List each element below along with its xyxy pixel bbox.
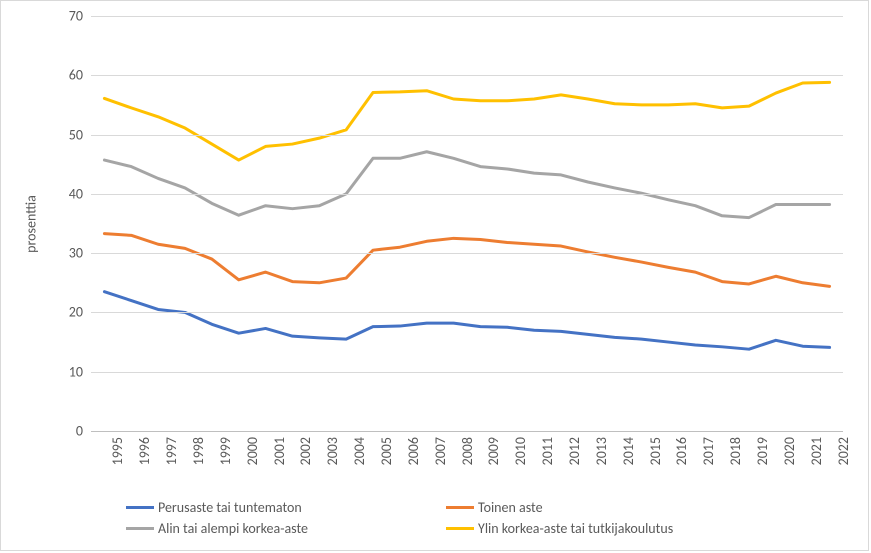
- x-tick-label: 1997: [163, 437, 180, 465]
- x-tick-label: 2010: [512, 437, 529, 465]
- x-tick-label: 2021: [808, 437, 825, 465]
- x-tick-label: 2004: [351, 437, 368, 465]
- y-tick-label: 40: [69, 185, 83, 202]
- x-tick-label: 2007: [432, 437, 449, 465]
- x-tick-label: 2022: [835, 437, 852, 465]
- legend-label: Alin tai alempi korkea-aste: [158, 520, 308, 537]
- legend-item: Toinen aste: [446, 499, 766, 516]
- chart-frame: prosenttia Perusaste tai tuntematon Toine…: [0, 0, 869, 551]
- legend-label: Toinen aste: [478, 499, 543, 516]
- x-tick-label: 2002: [297, 437, 314, 465]
- series-line: [104, 152, 829, 218]
- series-line: [104, 292, 829, 350]
- x-tick-label: 2013: [593, 437, 610, 465]
- x-tick-label: 2016: [673, 437, 690, 465]
- plot-area: [91, 16, 843, 431]
- y-tick-label: 10: [69, 363, 83, 380]
- y-tick-label: 20: [69, 304, 83, 321]
- x-tick-label: 2003: [324, 437, 341, 465]
- x-tick-label: 2020: [781, 437, 798, 465]
- x-tick-label: 2012: [566, 437, 583, 465]
- x-tick-label: 2008: [459, 437, 476, 465]
- y-tick-label: 50: [69, 126, 83, 143]
- gridline: [91, 431, 843, 432]
- y-axis-label: prosenttia: [23, 195, 40, 253]
- x-tick-label: 2006: [405, 437, 422, 465]
- legend-swatch: [446, 506, 474, 509]
- x-tick-label: 1996: [136, 437, 153, 465]
- x-tick-label: 1999: [217, 437, 234, 465]
- x-tick-label: 2015: [647, 437, 664, 465]
- legend: Perusaste tai tuntematon Toinen aste Alin …: [126, 499, 846, 541]
- series-line: [104, 82, 829, 160]
- x-tick-label: 2001: [271, 437, 288, 465]
- gridline: [91, 16, 843, 17]
- y-tick-label: 70: [69, 8, 83, 25]
- legend-item: Alin tai alempi korkea-aste: [126, 520, 446, 537]
- gridline: [91, 253, 843, 254]
- x-tick-label: 2018: [727, 437, 744, 465]
- line-series: [91, 16, 843, 431]
- x-tick-label: 2000: [244, 437, 261, 465]
- legend-item: Perusaste tai tuntematon: [126, 499, 446, 516]
- legend-label: Perusaste tai tuntematon: [158, 499, 302, 516]
- gridline: [91, 75, 843, 76]
- x-tick-label: 1995: [109, 437, 126, 465]
- gridline: [91, 372, 843, 373]
- y-tick-label: 60: [69, 67, 83, 84]
- x-tick-label: 1998: [190, 437, 207, 465]
- legend-item: Ylin korkea-aste tai tutkijakoulutus: [446, 520, 766, 537]
- legend-swatch: [126, 506, 154, 509]
- legend-label: Ylin korkea-aste tai tutkijakoulutus: [478, 520, 673, 537]
- series-line: [104, 234, 829, 287]
- x-tick-label: 2005: [378, 437, 395, 465]
- gridline: [91, 312, 843, 313]
- x-tick-label: 2011: [539, 437, 556, 465]
- y-tick-label: 30: [69, 245, 83, 262]
- gridline: [91, 194, 843, 195]
- x-tick-label: 2017: [700, 437, 717, 465]
- y-tick-label: 0: [76, 423, 83, 440]
- x-tick-label: 2014: [620, 437, 637, 465]
- legend-swatch: [126, 527, 154, 530]
- x-tick-label: 2009: [485, 437, 502, 465]
- legend-swatch: [446, 527, 474, 530]
- x-tick-label: 2019: [754, 437, 771, 465]
- gridline: [91, 135, 843, 136]
